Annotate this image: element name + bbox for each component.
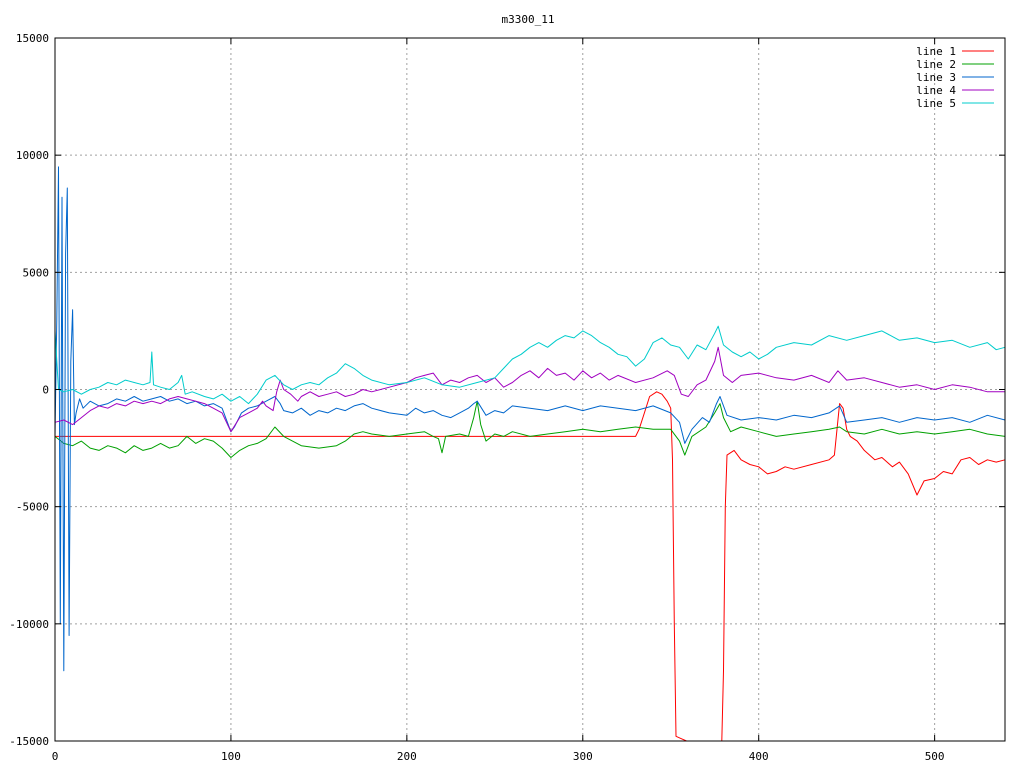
x-tick-label: 100 (221, 750, 241, 763)
series-line-4 (54, 346, 1005, 433)
legend-label-5: line 5 (916, 97, 956, 110)
legend-label-3: line 3 (916, 71, 956, 84)
x-tick-label: 200 (397, 750, 417, 763)
series-line-2 (54, 400, 1006, 458)
y-tick-label: 5000 (23, 266, 50, 279)
x-tick-label: 400 (749, 750, 769, 763)
series-line-3 (54, 166, 1006, 672)
x-tick-label: 300 (573, 750, 593, 763)
y-tick-label: -15000 (9, 735, 49, 748)
series-lines (54, 166, 1006, 742)
series-line-5 (54, 325, 1006, 405)
x-tick-label: 500 (925, 750, 945, 763)
chart-title: m3300_11 (502, 13, 555, 26)
y-tick-label: -10000 (9, 618, 49, 631)
legend-label-2: line 2 (916, 58, 956, 71)
legend-label-1: line 1 (916, 45, 956, 58)
y-tick-label: -5000 (16, 501, 49, 514)
y-tick-label: 0 (42, 384, 49, 397)
series-line-1 (55, 391, 1006, 742)
axis-ticks: -15000 -10000 -5000 0 5000 10000 15000 0 100 200 3… (9, 32, 1005, 763)
legend-label-4: line 4 (916, 84, 956, 97)
grid (55, 38, 1005, 741)
x-tick-label: 0 (52, 750, 59, 763)
y-tick-label: 10000 (16, 149, 49, 162)
y-tick-label: 15000 (16, 32, 49, 45)
